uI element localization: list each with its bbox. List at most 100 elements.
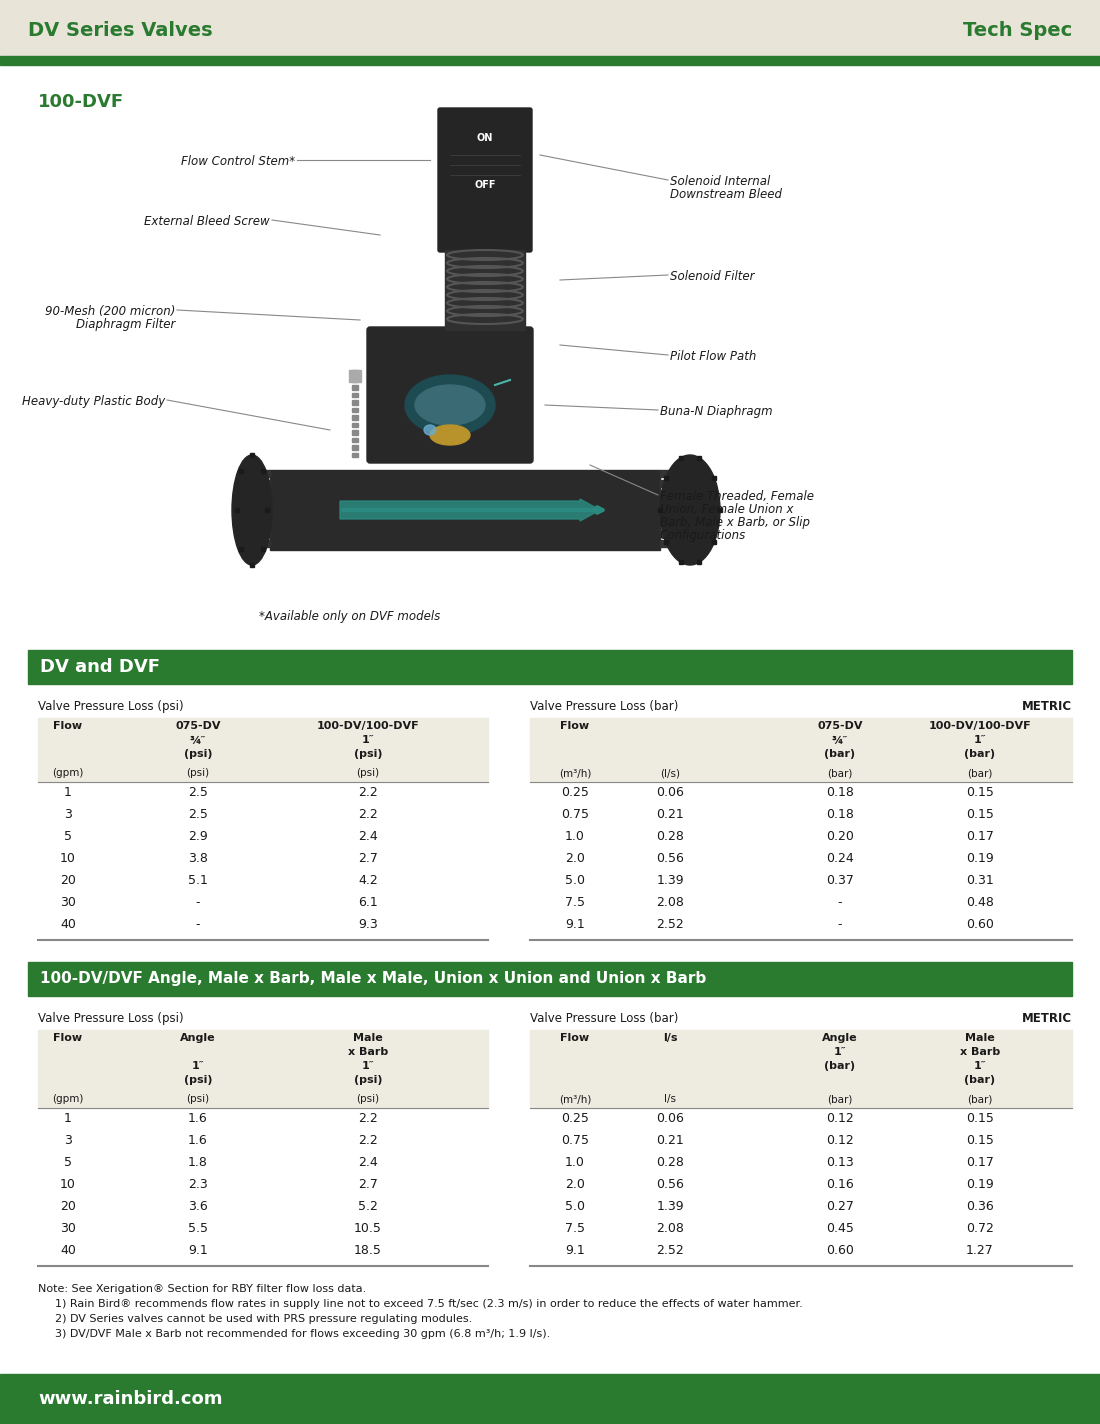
Text: Pilot Flow Path: Pilot Flow Path xyxy=(670,350,757,363)
Bar xyxy=(660,500,675,507)
Text: METRIC: METRIC xyxy=(1022,701,1072,713)
Bar xyxy=(352,453,358,457)
Text: 0.31: 0.31 xyxy=(966,874,994,887)
Text: 2.2: 2.2 xyxy=(359,1134,378,1146)
Text: (m³/h): (m³/h) xyxy=(559,1094,591,1104)
Text: 100-DV/100-DVF: 100-DV/100-DVF xyxy=(317,721,419,731)
Text: 1″: 1″ xyxy=(362,735,374,745)
Text: 3: 3 xyxy=(64,1134,72,1146)
Text: Flow: Flow xyxy=(560,1032,590,1042)
Text: 2.9: 2.9 xyxy=(188,830,208,843)
Text: 0.15: 0.15 xyxy=(966,1134,994,1146)
Text: External Bleed Screw: External Bleed Screw xyxy=(144,215,270,228)
Text: 2.4: 2.4 xyxy=(359,830,378,843)
Bar xyxy=(679,560,683,564)
Text: Diaphragm Filter: Diaphragm Filter xyxy=(76,318,175,330)
Bar xyxy=(352,414,358,420)
Text: (psi): (psi) xyxy=(354,1075,383,1085)
Text: 2.2: 2.2 xyxy=(359,1112,378,1125)
Text: 2.7: 2.7 xyxy=(359,852,378,864)
Text: 1.8: 1.8 xyxy=(188,1156,208,1169)
Text: 5.5: 5.5 xyxy=(188,1222,208,1235)
Text: 1.0: 1.0 xyxy=(565,830,585,843)
Bar xyxy=(530,718,1072,766)
Text: 0.16: 0.16 xyxy=(826,1178,854,1190)
Bar xyxy=(261,468,265,473)
Text: ON: ON xyxy=(476,132,493,142)
Text: (bar): (bar) xyxy=(827,1094,853,1104)
Bar xyxy=(240,547,243,551)
Bar xyxy=(252,490,270,497)
Text: Note: See Xerigation® Section for RBY filter flow loss data.: Note: See Xerigation® Section for RBY fi… xyxy=(39,1284,366,1294)
Text: 100-DV/DVF Angle, Male x Barb, Male x Male, Union x Union and Union x Barb: 100-DV/DVF Angle, Male x Barb, Male x Ma… xyxy=(40,971,706,987)
Bar xyxy=(250,562,254,567)
Text: 1.27: 1.27 xyxy=(966,1245,994,1257)
Bar xyxy=(0,1374,1100,1424)
Ellipse shape xyxy=(415,384,485,424)
Text: 0.27: 0.27 xyxy=(826,1200,854,1213)
Bar xyxy=(252,480,270,487)
Text: 40: 40 xyxy=(60,918,76,931)
Text: 9.1: 9.1 xyxy=(565,918,585,931)
Text: 2.2: 2.2 xyxy=(359,786,378,799)
Text: 6.1: 6.1 xyxy=(359,896,378,909)
Text: 0.06: 0.06 xyxy=(656,786,684,799)
Text: ¾″: ¾″ xyxy=(189,735,207,745)
Text: 0.20: 0.20 xyxy=(826,830,854,843)
Text: (psi): (psi) xyxy=(184,749,212,759)
Ellipse shape xyxy=(430,424,470,444)
Text: -: - xyxy=(196,918,200,931)
Text: 0.37: 0.37 xyxy=(826,874,854,887)
Text: 7.5: 7.5 xyxy=(565,1222,585,1235)
Text: Flow Control Stem*: Flow Control Stem* xyxy=(180,155,295,168)
Text: 2.0: 2.0 xyxy=(565,852,585,864)
Bar xyxy=(658,508,662,513)
Text: (psi): (psi) xyxy=(356,1094,380,1104)
Text: x Barb: x Barb xyxy=(348,1047,388,1057)
Text: 0.75: 0.75 xyxy=(561,1134,588,1146)
Text: 30: 30 xyxy=(60,896,76,909)
Text: 0.24: 0.24 xyxy=(826,852,854,864)
FancyArrow shape xyxy=(340,498,600,521)
Bar xyxy=(252,530,270,537)
Text: (gpm): (gpm) xyxy=(53,1094,84,1104)
Bar xyxy=(39,1030,488,1092)
Text: 5.0: 5.0 xyxy=(565,874,585,887)
Text: 5: 5 xyxy=(64,830,72,843)
Text: Flow: Flow xyxy=(560,721,590,731)
Text: Union, Female Union x: Union, Female Union x xyxy=(660,503,793,515)
Text: 0.19: 0.19 xyxy=(966,852,994,864)
Text: www.rainbird.com: www.rainbird.com xyxy=(39,1390,222,1408)
Text: 1″: 1″ xyxy=(834,1047,846,1057)
Text: 2.2: 2.2 xyxy=(359,807,378,822)
Text: 075-DV: 075-DV xyxy=(175,721,221,731)
Text: (psi): (psi) xyxy=(184,1075,212,1085)
Text: 2.08: 2.08 xyxy=(656,1222,684,1235)
Text: (m³/h): (m³/h) xyxy=(559,768,591,778)
Text: Valve Pressure Loss (bar): Valve Pressure Loss (bar) xyxy=(530,701,679,713)
Text: 0.21: 0.21 xyxy=(656,1134,684,1146)
Text: x Barb: x Barb xyxy=(960,1047,1000,1057)
Text: Downstream Bleed: Downstream Bleed xyxy=(670,188,782,201)
Text: (bar): (bar) xyxy=(965,749,996,759)
Text: 5.2: 5.2 xyxy=(359,1200,378,1213)
Text: 075-DV: 075-DV xyxy=(817,721,862,731)
Text: 0.28: 0.28 xyxy=(656,830,684,843)
Text: 0.56: 0.56 xyxy=(656,1178,684,1190)
Text: 2) DV Series valves cannot be used with PRS pressure regulating modules.: 2) DV Series valves cannot be used with … xyxy=(55,1314,472,1324)
Bar xyxy=(352,437,358,441)
Text: Flow: Flow xyxy=(54,721,82,731)
Bar xyxy=(352,400,358,404)
Text: 2.5: 2.5 xyxy=(188,807,208,822)
Bar xyxy=(252,510,270,517)
Text: 10.5: 10.5 xyxy=(354,1222,382,1235)
Text: 5.1: 5.1 xyxy=(188,874,208,887)
Bar xyxy=(697,456,702,460)
Bar xyxy=(261,547,265,551)
Text: *Available only on DVF models: *Available only on DVF models xyxy=(260,609,441,624)
Text: 0.45: 0.45 xyxy=(826,1222,854,1235)
Text: 2.3: 2.3 xyxy=(188,1178,208,1190)
Text: 1: 1 xyxy=(64,786,72,799)
Text: 90-Mesh (200 micron): 90-Mesh (200 micron) xyxy=(45,305,175,318)
Text: (bar): (bar) xyxy=(824,1061,856,1071)
